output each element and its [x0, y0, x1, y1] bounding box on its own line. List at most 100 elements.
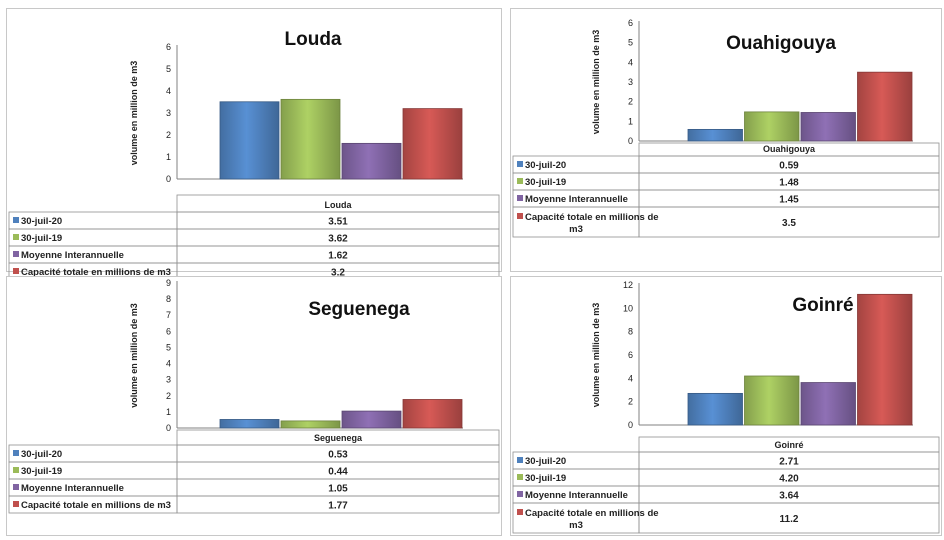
legend-label-goinre-0: 30-juil-20	[525, 456, 566, 467]
legend-label-ouahigouya-0: 30-juil-20	[525, 160, 566, 171]
legend-swatch-louda-2	[13, 251, 19, 257]
y-tick-label-ouahigouya-5: 5	[628, 38, 633, 48]
data-value-seguenega-3: 1.77	[328, 501, 348, 512]
legend-label-goinre-3: Capacité totale en millions de m3	[525, 508, 659, 531]
bar-goinre-0	[687, 392, 743, 426]
bar-louda-0	[219, 101, 280, 180]
data-value-ouahigouya-2: 1.45	[779, 195, 799, 206]
data-value-ouahigouya-0: 0.59	[779, 161, 799, 172]
bar-ouahigouya-0	[687, 128, 743, 142]
chart-panel-goinre: Goinré volume en million de m3 0 2 4 6 8 10 12 Go…	[510, 276, 942, 536]
legend-swatch-goinre-0	[517, 457, 523, 463]
bar-ouahigouya-3	[857, 71, 913, 142]
y-tick-label-ouahigouya-0: 0	[628, 136, 633, 146]
data-value-goinre-1: 4.20	[779, 474, 799, 485]
bar-louda-3	[402, 108, 463, 180]
legend-swatch-ouahigouya-1	[517, 178, 523, 184]
y-tick-label-ouahigouya-1: 1	[628, 116, 633, 126]
y-tick-label-goinre-6: 12	[623, 280, 633, 290]
legend-swatch-goinre-2	[517, 491, 523, 497]
data-value-louda-1: 3.62	[328, 234, 348, 245]
legend-swatch-seguenega-2	[13, 484, 19, 490]
legend-label-ouahigouya-2: Moyenne Interannuelle	[525, 194, 628, 205]
bar-ouahigouya-2	[800, 112, 856, 142]
legend-label-line1-ouahigouya-3: Capacité totale en millions de	[525, 212, 659, 223]
x-category-label-louda: Louda	[325, 200, 353, 210]
legend-label-louda-3: Capacité totale en millions de m3	[21, 267, 171, 278]
legend-label-line2-ouahigouya-3: m3	[569, 224, 583, 235]
y-tick-label-seguenega-1: 1	[166, 407, 171, 417]
legend-label-ouahigouya-1: 30-juil-19	[525, 177, 566, 188]
legend-label-ouahigouya-3: Capacité totale en millions de m3	[525, 212, 659, 235]
bar-goinre-2	[800, 382, 856, 426]
table-value-cell-ouahigouya-3	[638, 206, 940, 238]
legend-label-louda-2: Moyenne Interannuelle	[21, 250, 124, 261]
data-value-louda-3: 3.2	[331, 268, 345, 279]
y-tick-label-seguenega-0: 0	[166, 423, 171, 433]
y-tick-label-louda-0: 0	[166, 174, 171, 184]
y-tick-label-louda-5: 5	[166, 64, 171, 74]
legend-swatch-louda-0	[13, 217, 19, 223]
y-tick-label-ouahigouya-3: 3	[628, 77, 633, 87]
bar-seguenega-2	[341, 410, 402, 429]
chart-panel-louda: Louda volume en million de m3 0 1 2 3 4 5 6 Louda…	[6, 8, 502, 281]
bar-seguenega-1	[280, 420, 341, 429]
data-value-seguenega-1: 0.44	[328, 467, 348, 478]
legend-swatch-seguenega-1	[13, 467, 19, 473]
chart-title-louda: Louda	[285, 29, 342, 50]
data-value-goinre-3: 11.2	[780, 514, 799, 525]
y-tick-label-goinre-0: 0	[628, 420, 633, 430]
x-category-label-seguenega: Seguenega	[314, 433, 363, 443]
chart-goinre: Goinré volume en million de m3 0 2 4 6 8 10 12 Go…	[512, 280, 940, 534]
legend-swatch-ouahigouya-2	[517, 195, 523, 201]
chart-title-goinre: Goinré	[792, 295, 853, 316]
data-value-ouahigouya-3: 3.5	[782, 218, 796, 229]
legend-label-seguenega-2: Moyenne Interannuelle	[21, 483, 124, 494]
legend-label-louda-1: 30-juil-19	[21, 233, 62, 244]
legend-swatch-seguenega-3	[13, 501, 19, 507]
y-tick-label-seguenega-4: 4	[166, 359, 171, 369]
table-value-cell-goinre-3	[638, 502, 940, 534]
chart-title-ouahigouya: Ouahigouya	[726, 33, 836, 54]
data-value-seguenega-0: 0.53	[328, 450, 348, 461]
data-value-goinre-0: 2.71	[779, 457, 799, 468]
y-tick-label-goinre-3: 6	[628, 350, 633, 360]
legend-swatch-goinre-3	[517, 509, 523, 515]
chart-louda: Louda volume en million de m3 0 1 2 3 4 5 6 Louda…	[8, 29, 500, 281]
y-tick-label-ouahigouya-4: 4	[628, 57, 633, 67]
chart-panel-seguenega: Seguenega volume en million de m3 0 1 2 3 4 5 6 7…	[6, 276, 502, 536]
bar-louda-2	[341, 142, 402, 180]
y-tick-label-louda-4: 4	[166, 86, 171, 96]
bar-louda-1	[280, 98, 341, 180]
y-tick-label-goinre-2: 4	[628, 373, 633, 383]
y-tick-label-seguenega-8: 8	[166, 294, 171, 304]
chart-seguenega: Seguenega volume en million de m3 0 1 2 3 4 5 6 7…	[8, 278, 500, 514]
y-tick-label-seguenega-3: 3	[166, 375, 171, 385]
legend-swatch-seguenega-0	[13, 450, 19, 456]
data-value-louda-0: 3.51	[328, 217, 348, 228]
y-tick-label-ouahigouya-2: 2	[628, 97, 633, 107]
chart-ouahigouya: Ouahigouya volume en million de m3 0 1 2 3 4 5 6…	[512, 18, 940, 238]
y-axis-label-louda: volume en million de m3	[129, 61, 139, 166]
data-value-louda-2: 1.62	[328, 251, 348, 262]
legend-swatch-goinre-1	[517, 474, 523, 480]
y-tick-label-seguenega-7: 7	[166, 310, 171, 320]
bar-goinre-1	[744, 375, 800, 426]
y-tick-label-seguenega-5: 5	[166, 342, 171, 352]
legend-label-seguenega-3: Capacité totale en millions de m3	[21, 500, 171, 511]
chart-panel-ouahigouya: Ouahigouya volume en million de m3 0 1 2 3 4 5 6…	[510, 8, 942, 272]
y-axis-label-goinre: volume en million de m3	[591, 303, 601, 408]
bar-goinre-3	[857, 293, 913, 426]
legend-label-seguenega-1: 30-juil-19	[21, 466, 62, 477]
y-tick-label-goinre-1: 2	[628, 397, 633, 407]
bar-seguenega-0	[219, 419, 280, 429]
y-tick-label-seguenega-2: 2	[166, 391, 171, 401]
legend-label-louda-0: 30-juil-20	[21, 216, 62, 227]
y-axis-label-seguenega: volume en million de m3	[129, 303, 139, 408]
legend-label-goinre-2: Moyenne Interannuelle	[525, 490, 628, 501]
y-tick-label-louda-2: 2	[166, 130, 171, 140]
legend-label-line1-goinre-3: Capacité totale en millions de	[525, 508, 659, 519]
x-category-label-goinre: Goinré	[774, 440, 803, 450]
y-tick-label-seguenega-6: 6	[166, 326, 171, 336]
y-tick-label-goinre-4: 8	[628, 327, 633, 337]
